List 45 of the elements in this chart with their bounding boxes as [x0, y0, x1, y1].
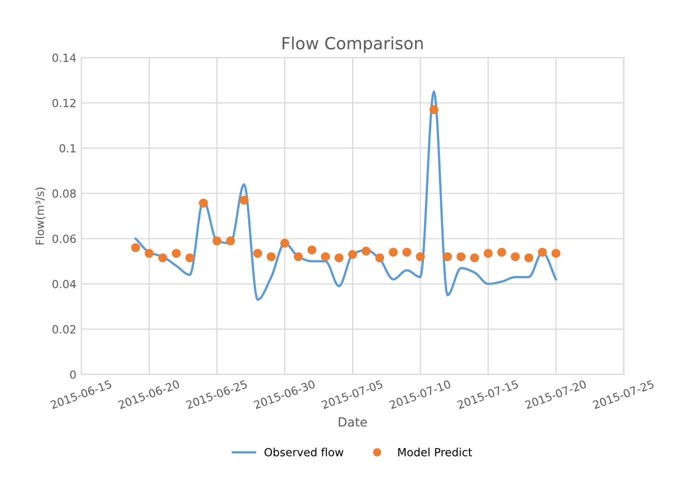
- point: [456, 252, 466, 262]
- point: [510, 252, 520, 262]
- x-axis-title: Date: [338, 417, 367, 427]
- point: [158, 253, 168, 262]
- point: [470, 253, 480, 262]
- point: [212, 236, 222, 246]
- legend-label: Model Predict: [398, 448, 472, 456]
- point: [226, 236, 236, 246]
- point: [375, 253, 384, 262]
- y-tick-label: 0.12: [52, 98, 76, 108]
- point: [524, 253, 534, 262]
- point: [538, 248, 547, 257]
- point: [362, 246, 371, 256]
- point: [551, 248, 560, 258]
- point: [442, 252, 452, 262]
- y-tick-label: 0.06: [52, 234, 76, 244]
- point: [416, 252, 425, 262]
- point: [402, 248, 412, 257]
- point: [497, 248, 506, 257]
- legend-label: Observed flow: [264, 448, 344, 456]
- y-tick-label: 0.1: [60, 144, 76, 152]
- point: [185, 253, 194, 262]
- point: [294, 252, 303, 262]
- point: [144, 248, 154, 258]
- y-tick-label: 0.14: [52, 54, 76, 62]
- chart-title: Flow Comparison: [282, 36, 423, 53]
- y-tick-label: 0: [70, 370, 76, 379]
- y-tick-label: 0.02: [52, 325, 76, 334]
- point: [253, 248, 262, 258]
- point: [348, 250, 358, 259]
- point: [429, 105, 438, 114]
- y-tick-label: 0.04: [52, 280, 76, 288]
- point: [484, 248, 493, 258]
- point: [388, 248, 398, 257]
- point: [320, 252, 330, 262]
- y-axis-title: Flow(m³/s): [35, 188, 46, 244]
- point: [280, 238, 290, 248]
- point: [334, 253, 344, 262]
- point: [240, 196, 249, 205]
- point: [266, 252, 276, 262]
- point: [198, 198, 208, 208]
- point: [307, 245, 316, 254]
- point: [131, 243, 140, 252]
- point: [172, 248, 181, 258]
- y-tick-label: 0.08: [52, 189, 76, 198]
